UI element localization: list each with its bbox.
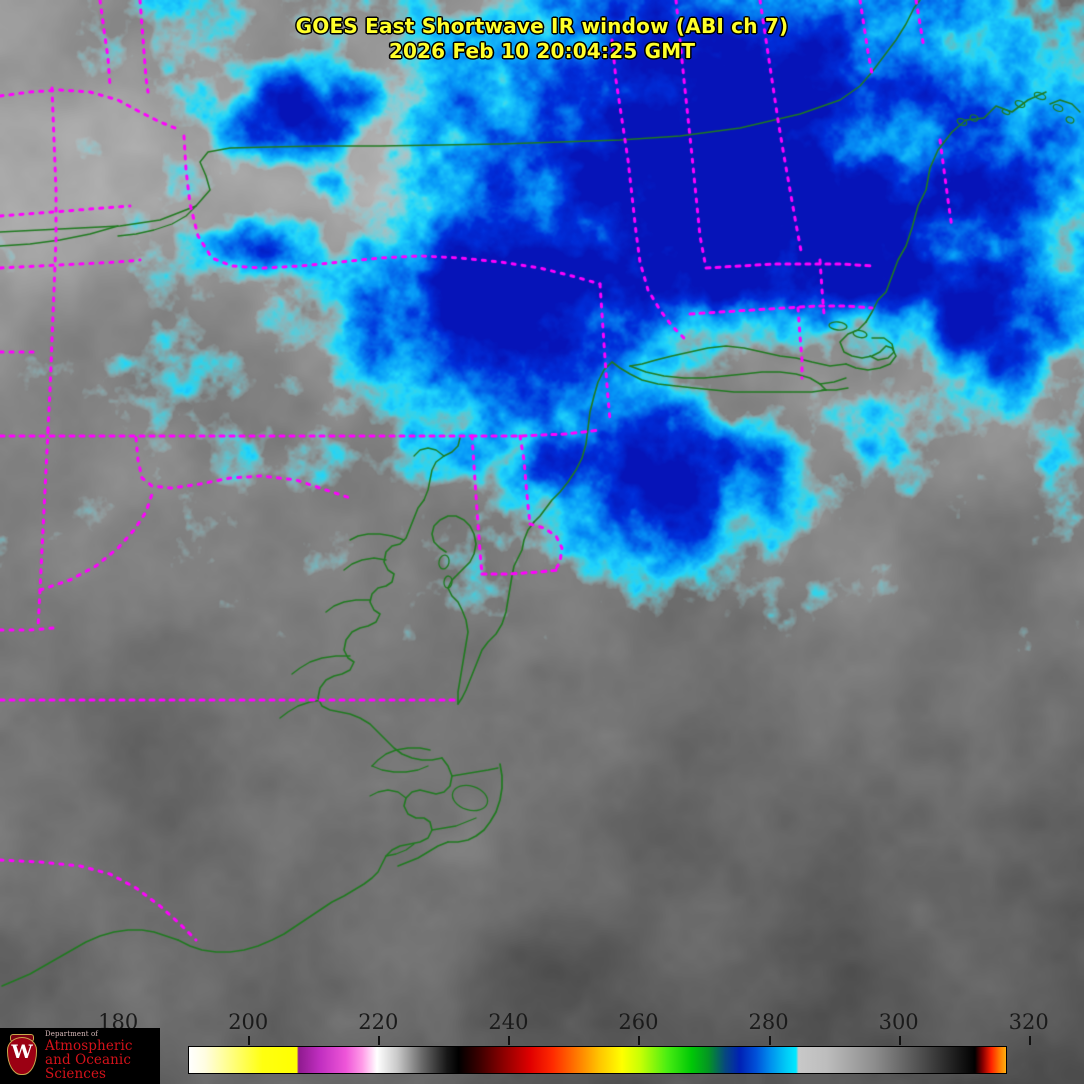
crest-shield [7, 1037, 37, 1075]
colorbar-tick-label: 320 [1008, 1010, 1049, 1034]
crest-letter: W [11, 1041, 33, 1063]
colorbar-tick-label: 220 [358, 1010, 399, 1034]
colorbar-tick-mark [378, 1036, 381, 1045]
uw-madison-aos-logo: W Department of Atmospheric and Oceanic … [0, 1028, 160, 1084]
uw-crest-icon: W [4, 1033, 40, 1079]
logo-name-line-2: and Oceanic Sciences [45, 1052, 132, 1082]
colorbar-tick-mark [898, 1036, 901, 1045]
colorbar-legend: 180 200 220 240 260 280 300 320 [0, 1008, 1084, 1084]
colorbar-tick-mark [1028, 1036, 1031, 1045]
colorbar-tick-label: 240 [488, 1010, 529, 1034]
colorbar-tick-mark [638, 1036, 641, 1045]
logo-name-line-1: Atmospheric [45, 1038, 133, 1054]
colorbar-tick-marks [0, 1036, 1084, 1045]
colorbar-tick-label: 260 [618, 1010, 659, 1034]
colorbar-tick-labels: 180 200 220 240 260 280 300 320 [0, 1008, 1084, 1038]
logo-text-block: Department of Atmospheric and Oceanic Sc… [45, 1030, 160, 1082]
logo-department-line: Department of [45, 1030, 99, 1038]
colorbar-tick-mark [768, 1036, 771, 1045]
colorbar-gradient-bar [188, 1046, 1007, 1074]
colorbar-tick-label: 280 [748, 1010, 789, 1034]
colorbar-tick-label: 300 [878, 1010, 919, 1034]
colorbar-tick-label: 200 [228, 1010, 269, 1034]
colorbar-tick-mark [508, 1036, 511, 1045]
colorbar-tick-mark [248, 1036, 251, 1045]
